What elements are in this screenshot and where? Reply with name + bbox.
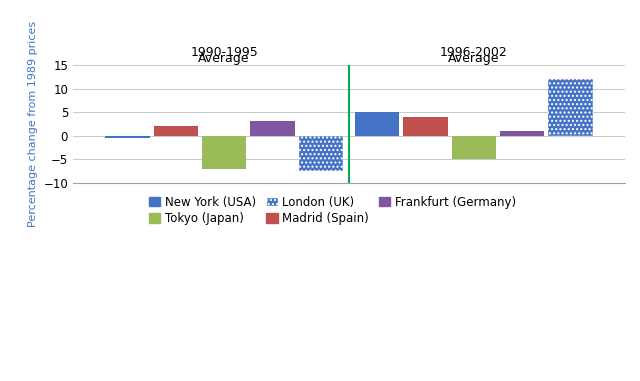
Bar [403,117,448,136]
Text: Average: Average [198,53,250,66]
Legend: New York (USA), Tokyo (Japan), London (UK), Madrid (Spain), Frankfurt (Germany): New York (USA), Tokyo (Japan), London (U… [144,191,521,230]
Text: 1990-1995: 1990-1995 [190,46,258,59]
Text: 1996-2002: 1996-2002 [440,46,508,59]
Bar [250,122,294,136]
Y-axis label: Percentage change from 1989 prices: Percentage change from 1989 prices [28,21,38,227]
Bar [452,136,496,159]
Bar [105,136,150,138]
Bar [154,126,198,136]
Text: Average: Average [448,53,500,66]
Bar [548,79,593,136]
Bar [500,131,545,136]
Bar [299,136,343,171]
Bar [355,112,399,136]
Bar [202,136,246,169]
